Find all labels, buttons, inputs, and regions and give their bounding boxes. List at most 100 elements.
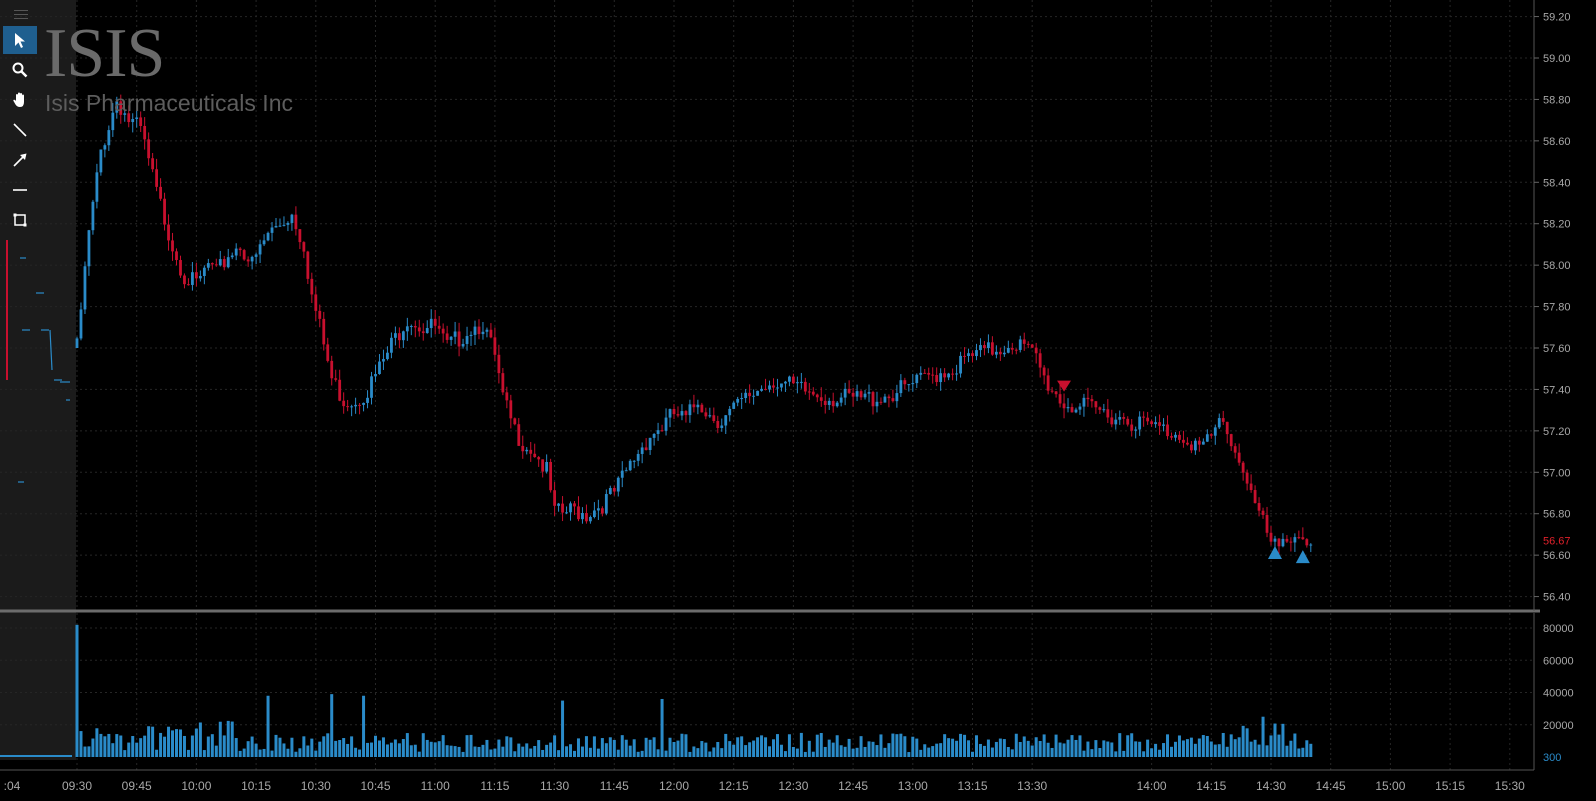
candle-body — [397, 333, 401, 341]
volume-bar — [1030, 745, 1034, 757]
volume-bar — [1209, 741, 1213, 757]
volume-bar — [998, 738, 1002, 757]
volume-bar — [1042, 734, 1046, 757]
volume-bar — [608, 737, 612, 757]
candle-body — [274, 225, 278, 228]
horizontal-line-tool[interactable] — [3, 176, 37, 204]
volume-bar — [453, 746, 457, 757]
volume-bar — [266, 695, 270, 757]
candle-body — [1281, 538, 1285, 547]
drawing-toolbar — [3, 6, 39, 236]
candle-body — [238, 248, 242, 251]
toolbar-grip[interactable] — [3, 6, 39, 22]
candle-body — [481, 331, 485, 335]
volume-bar — [1058, 742, 1062, 757]
candle-body — [457, 331, 461, 347]
volume-bar — [525, 743, 529, 757]
candle-body — [230, 255, 234, 258]
candle-body — [226, 257, 230, 268]
buy-signal-marker — [1267, 546, 1282, 559]
pan-tool[interactable] — [3, 86, 37, 114]
volume-bar — [1293, 733, 1297, 757]
volume-bar — [385, 744, 389, 757]
pointer-tool[interactable] — [3, 26, 37, 54]
candle-body — [449, 336, 453, 340]
price-axis: 59.20 59.00 58.80 58.60 58.40 58.20 58.00 57.80… — [1534, 12, 1571, 604]
volume-bar — [238, 750, 242, 757]
volume-bar — [115, 734, 119, 757]
candle-body — [732, 402, 736, 409]
candle-body — [175, 251, 178, 261]
volume-bar — [680, 733, 684, 757]
volume-bar — [425, 739, 429, 757]
volume-bar — [95, 728, 99, 757]
volume-bar — [549, 742, 553, 757]
candle-body — [1190, 444, 1193, 451]
price-axis-label: 57.60 — [1543, 343, 1571, 355]
volume-bar — [541, 749, 545, 757]
zoom-tool[interactable] — [3, 56, 37, 84]
rectangle-tool[interactable] — [3, 206, 37, 234]
candle-body — [1265, 514, 1269, 533]
candle-body — [206, 263, 210, 268]
candle-body — [294, 214, 298, 230]
candle-body — [604, 494, 608, 514]
volume-bar — [1273, 723, 1277, 757]
candle-body — [811, 391, 815, 395]
candle-body — [1253, 490, 1257, 504]
volume-bar — [1054, 734, 1058, 757]
candle-body — [704, 412, 708, 417]
volume-bar — [521, 746, 525, 757]
volume-bar — [584, 736, 588, 757]
candle-body — [776, 387, 779, 389]
volume-bar — [632, 739, 636, 757]
candle-body — [441, 328, 445, 334]
volume-bar — [401, 739, 405, 757]
candle-body — [784, 381, 787, 384]
candle-body — [163, 198, 166, 225]
volume-bar — [1126, 735, 1130, 757]
volume-bar — [246, 741, 250, 757]
volume-bar — [963, 734, 967, 757]
volume-bar — [171, 730, 175, 757]
candle-body — [489, 329, 493, 338]
volume-bar — [628, 745, 632, 757]
candle-body — [676, 414, 680, 416]
volume-bar — [1245, 728, 1249, 757]
volume-bar — [1006, 747, 1010, 757]
line-tool[interactable] — [3, 116, 37, 144]
volume-axis: 80000 60000 40000 20000 300 — [1543, 623, 1574, 764]
candle-body — [764, 388, 767, 390]
volume-bar — [835, 735, 839, 757]
candle-body — [716, 421, 720, 428]
candle-body — [135, 117, 139, 120]
candle-body — [123, 113, 127, 115]
volume-bar — [1281, 723, 1285, 757]
volume-bar — [302, 736, 306, 757]
volume-bar — [935, 743, 939, 757]
candle-body — [943, 373, 947, 378]
volume-bar — [791, 746, 795, 757]
volume-bar — [1094, 740, 1098, 757]
volume-bar — [891, 733, 895, 757]
volume-bar — [186, 749, 190, 757]
volume-bar — [807, 740, 811, 757]
volume-bar — [1309, 743, 1313, 757]
volume-bar — [210, 734, 214, 757]
candle-body — [660, 430, 664, 432]
volume-bar — [1078, 735, 1082, 757]
arrow-tool[interactable] — [3, 146, 37, 174]
candle-body — [210, 263, 214, 265]
candle-body — [740, 398, 744, 400]
price-axis-label: 58.20 — [1543, 219, 1571, 231]
price-axis-label: 58.60 — [1543, 136, 1571, 148]
volume-bar — [748, 742, 752, 757]
candle-body — [720, 425, 724, 428]
time-axis-label: 15:30 — [1495, 779, 1525, 793]
volume-bar — [421, 733, 425, 757]
candle-body — [433, 318, 437, 326]
candle-body — [1186, 442, 1189, 445]
candle-body — [983, 345, 986, 349]
